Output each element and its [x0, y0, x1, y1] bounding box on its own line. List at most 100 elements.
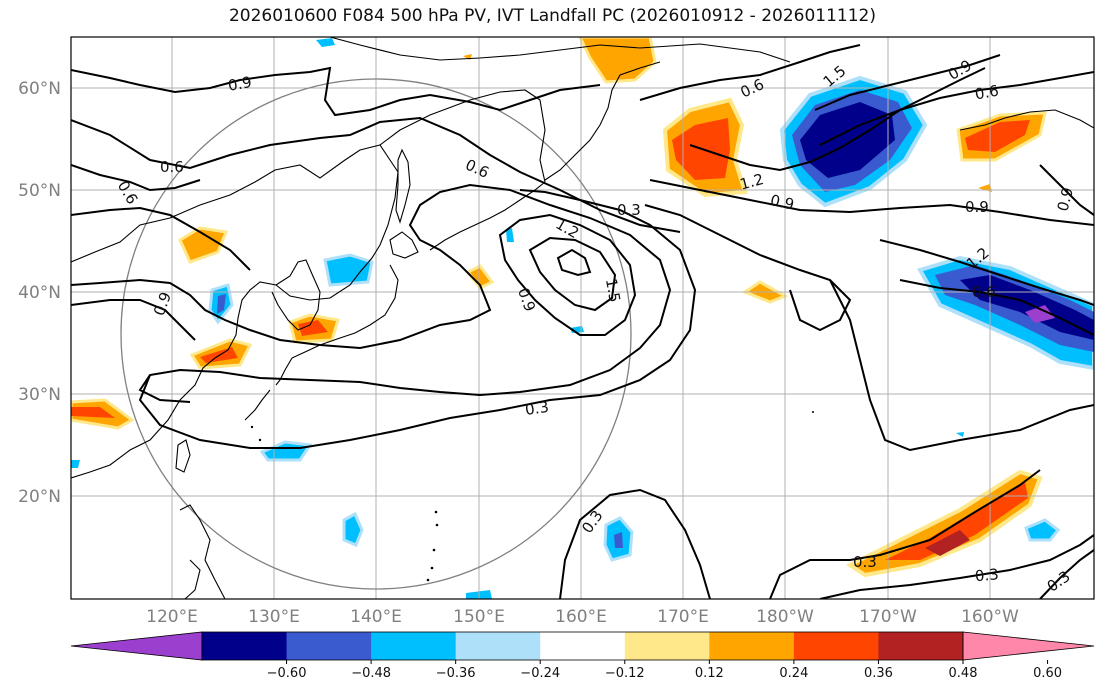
- contour-right-0.6: [639, 44, 861, 101]
- coast-okhotsk: [379, 89, 546, 183]
- colorbar: −0.60 −0.48 −0.36 −0.24 −0.12 0.12 0.24 0.36 0.4…: [70, 631, 1095, 681]
- lon-label-140e: 140°E: [350, 607, 402, 627]
- colorbar-tick-label: 0.48: [949, 666, 978, 681]
- shade-subtropic-outer: [846, 469, 1043, 578]
- colorbar-tick-label: 0.12: [695, 666, 724, 681]
- shade-subtropic-core: [925, 530, 970, 556]
- coast-kamchatka: [544, 61, 661, 181]
- contour-center-1.2: [498, 213, 637, 336]
- coastlines: [71, 37, 1094, 599]
- contour-label: 1.5: [602, 277, 624, 304]
- shade-tiny-blue-5: [71, 460, 80, 468]
- shade-korea-inner: [298, 320, 328, 336]
- lat-label-50n: 50°N: [18, 181, 61, 201]
- shade-southchina-inner: [71, 407, 115, 418]
- contour-label: 0.3: [617, 201, 641, 219]
- contour-label: 0.9: [769, 191, 796, 214]
- lon-label-170w: 170°W: [859, 607, 917, 627]
- contour-east-0.6: [899, 279, 1094, 336]
- lat-label-30n: 30°N: [18, 385, 61, 405]
- colorbar-tick-label: −0.24: [520, 666, 560, 681]
- colorbar-tick-label: −0.48: [351, 666, 391, 681]
- gridlines: [71, 37, 1094, 599]
- colorbar-extend-low: [70, 631, 203, 661]
- coast-hokkaido: [389, 231, 419, 259]
- shade-hawaii-east: [1024, 518, 1061, 542]
- contour-right-0.3: [644, 204, 852, 332]
- contour-label: 0.3: [853, 553, 877, 571]
- contour-bottom-right-0.3: [1039, 549, 1094, 599]
- lon-label-130e: 130°E: [248, 607, 300, 627]
- shade-japan-sea: [323, 253, 374, 287]
- colorbar-frame: [201, 631, 964, 661]
- contour-right-1.2: [689, 67, 986, 172]
- contour-far-right-0.9: [1039, 164, 1094, 216]
- coast-asia-mainland: [71, 144, 399, 479]
- contour-label: 0.9: [227, 73, 254, 95]
- coast-taiwan: [175, 439, 191, 473]
- contour-label: 0.6: [160, 158, 184, 176]
- contour-0.9-north: [71, 66, 601, 117]
- island-dots: [250, 411, 814, 582]
- colorbar-swatch: [202, 632, 288, 660]
- colorbar-swatch: [624, 632, 710, 660]
- contour-upper-left: [71, 164, 201, 192]
- lon-label-120e: 120°E: [146, 607, 198, 627]
- coast-philippines-2: [184, 559, 201, 599]
- colorbar-swatch: [878, 632, 964, 660]
- pv-contours: [71, 44, 1094, 599]
- coast-ryukyu: [244, 389, 271, 421]
- contour-center-1.8: [556, 248, 592, 277]
- lon-label-170e: 170°E: [657, 607, 709, 627]
- shade-east-core: [960, 275, 1094, 340]
- coast-siberia-north: [329, 37, 791, 63]
- colorbar-swatch: [286, 632, 372, 660]
- colorbar-tick-label: 0.36: [864, 666, 893, 681]
- colorbar-swatch: [793, 632, 879, 660]
- contour-label: 0.9: [945, 56, 975, 84]
- lat-label-60n: 60°N: [18, 79, 61, 99]
- contour-label: 0.6: [463, 156, 492, 182]
- contour-right-1.5b: [819, 71, 1094, 146]
- lon-label-180w: 180°W: [756, 607, 814, 627]
- coast-kuril: [429, 181, 546, 251]
- contour-east-1.2: [879, 239, 1094, 306]
- map-plot-area: 0.9 0.6 0.6 0.9 0.6 1.2 1.5 0.6 0.3 1.2 …: [71, 37, 1094, 599]
- shade-midpac-small: [465, 264, 495, 290]
- lon-label-160e: 160°E: [555, 607, 607, 627]
- contour-subtropic-0.3: [769, 469, 1041, 599]
- contour-label: 0.9: [514, 285, 539, 314]
- contour-low-0.3: [138, 189, 697, 449]
- contour-label: 0.6: [973, 82, 1000, 104]
- shade-tiny-blue-1: [316, 38, 335, 47]
- longitude-labels: 120°E 130°E 140°E 150°E 160°E 170°E 180°…: [146, 607, 1019, 627]
- coast-japan-honshu: [275, 264, 399, 386]
- shade-philippine-sea: [342, 511, 364, 547]
- lon-label-160w: 160°W: [961, 607, 1019, 627]
- reference-circle: [120, 78, 632, 590]
- colorbar-extend-high: [962, 631, 1095, 661]
- lat-label-20n: 20°N: [18, 487, 61, 507]
- colorbar-tick-label: −0.12: [605, 666, 645, 681]
- shade-east-purple: [1025, 305, 1055, 323]
- shade-marshall-inner: [614, 532, 623, 548]
- shade-tiny-blue-4: [956, 432, 964, 437]
- contour-label: 1.2: [738, 170, 766, 194]
- contour-left-0.6: [71, 206, 251, 271]
- map-frame: [70, 36, 1095, 600]
- shade-korea-blue-core: [217, 294, 226, 314]
- contour-label: 0.9: [965, 198, 989, 216]
- contour-label: 0.6: [114, 178, 142, 208]
- colorbar-tick-label: 0.60: [1033, 666, 1062, 681]
- colorbar-tick-label: 0.24: [779, 666, 808, 681]
- map-title: 2026010600 F084 500 hPa PV, IVT Landfall…: [228, 6, 876, 26]
- colorbar-swatch: [455, 632, 541, 660]
- contour-right-0.9: [649, 179, 1094, 226]
- contour-left-0.9: [71, 183, 672, 403]
- lon-label-150e: 150°E: [453, 607, 505, 627]
- colorbar-tick-label: −0.36: [436, 666, 476, 681]
- contour-labels: 0.9 0.6 0.6 0.9 0.6 1.2 1.5 0.6 0.3 1.2 …: [114, 56, 1077, 595]
- colorbar-swatch: [540, 632, 626, 660]
- shade-tiny-blue-2: [506, 228, 514, 242]
